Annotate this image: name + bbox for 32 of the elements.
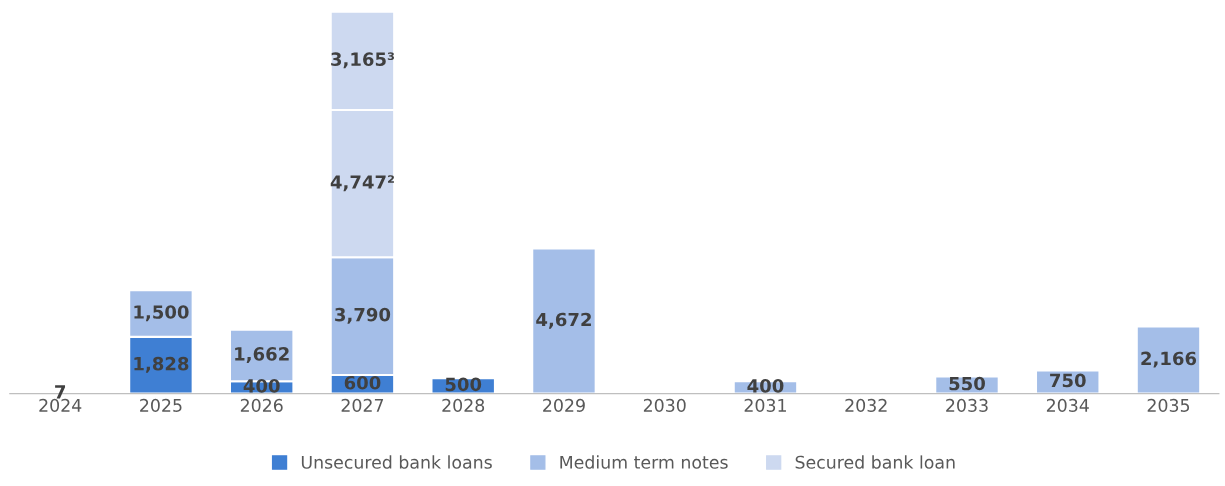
data-label: 4,747² (330, 175, 394, 192)
bar (531, 247, 597, 394)
data-label: 7 (55, 385, 66, 399)
x-tick-label: 2034 (1046, 398, 1089, 412)
bar (1135, 325, 1202, 394)
data-label: 4,672 (536, 312, 591, 329)
x-tick-label: 2027 (341, 398, 384, 412)
x-tick-label: 2025 (140, 398, 182, 412)
data-label: 1,662 (235, 347, 289, 363)
data-label: 1,828 (134, 356, 189, 373)
legend-label: Unsecured bank loans (301, 455, 492, 469)
x-tick-label: 2030 (643, 398, 686, 412)
x-tick-label: 2033 (946, 398, 988, 412)
data-label: 750 (1050, 373, 1086, 388)
data-label: 550 (949, 376, 985, 391)
legend-label: Medium term notes (560, 455, 728, 469)
legend-label: Secured bank loan (795, 455, 955, 469)
data-label: 3,790 (335, 307, 391, 324)
x-tick-label: 2029 (543, 398, 585, 412)
x-tick-label: 2031 (744, 398, 786, 412)
x-tick-label: 2024 (39, 398, 82, 412)
x-tick-label: 2032 (845, 398, 887, 412)
data-label: 400 (243, 379, 280, 393)
data-label: 500 (445, 377, 482, 392)
x-tick-label: 2026 (240, 398, 283, 412)
x-tick-label: 2035 (1147, 398, 1190, 412)
data-label: 400 (747, 379, 784, 393)
data-label: 600 (344, 375, 381, 390)
x-tick-label: 2028 (442, 398, 485, 412)
data-label: 3,165³ (331, 52, 394, 69)
data-label: 1,500 (134, 305, 189, 322)
data-label: 2,166 (1141, 351, 1197, 368)
